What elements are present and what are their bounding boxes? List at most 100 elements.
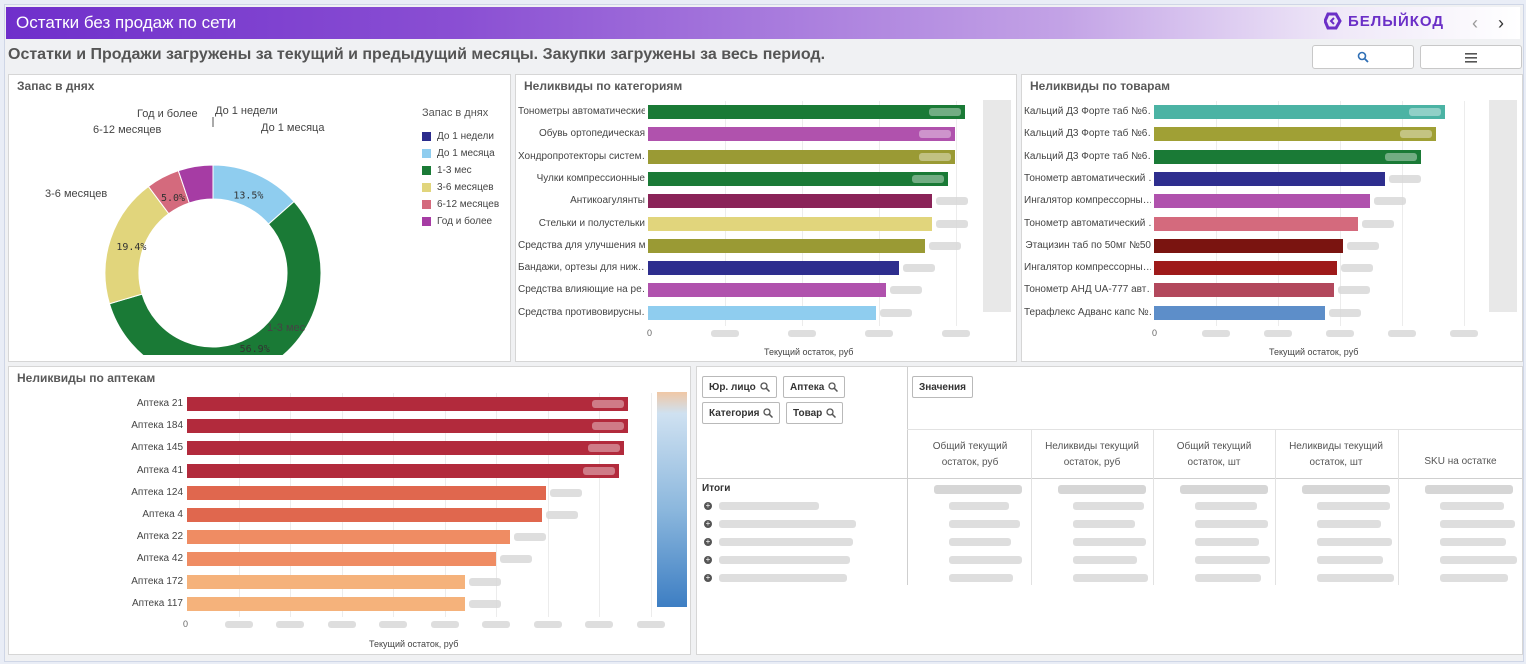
bar[interactable] <box>648 216 932 231</box>
legend-item[interactable]: 1-3 мес <box>422 162 499 179</box>
search-button[interactable] <box>1312 45 1414 69</box>
bar[interactable] <box>187 419 628 434</box>
donut-outer-label: Год и более <box>137 108 198 120</box>
donut-outer-label: 6-12 месяцев <box>93 124 162 136</box>
gridline <box>725 101 726 326</box>
bar[interactable] <box>1154 127 1436 142</box>
bar[interactable] <box>648 283 886 298</box>
goods-axis-zero: 0 <box>1152 328 1158 338</box>
bar[interactable] <box>648 238 925 253</box>
axis-tick-label <box>431 621 459 628</box>
bar[interactable] <box>187 508 542 522</box>
bar-value-label <box>929 108 961 116</box>
pivot-cell-value <box>1440 556 1517 564</box>
bar[interactable] <box>1154 305 1325 320</box>
pivot-cell-value <box>1195 574 1261 582</box>
bar[interactable] <box>1154 194 1370 209</box>
legend-swatch <box>422 183 431 192</box>
bar[interactable] <box>648 127 955 142</box>
col-header-sku[interactable]: SKU на остатке <box>1424 456 1497 467</box>
bar-value-label <box>936 197 968 206</box>
bar[interactable] <box>648 305 876 320</box>
axis-tick-label <box>585 621 613 628</box>
bar[interactable] <box>187 530 510 545</box>
bar[interactable] <box>648 194 932 209</box>
bar[interactable] <box>187 463 619 478</box>
donut-pct-label: 19.4% <box>116 242 146 253</box>
bar[interactable] <box>1154 171 1385 186</box>
bar-value-label <box>550 488 582 497</box>
bar-category-label: Аптека 172 <box>131 575 183 587</box>
pivot-panel: Юр. лицо Аптека Категория Товар Значения… <box>696 366 1523 655</box>
pivot-cell-value <box>949 556 1022 564</box>
filter-category[interactable]: Категория <box>702 402 781 424</box>
bar-value-label <box>1362 219 1394 228</box>
stock-days-panel: Запас в днях 13.5% 56.9% 19.4% 5.0% До 1 нед… <box>8 74 511 362</box>
bar-value-label <box>592 422 624 431</box>
col-divider <box>1153 429 1154 585</box>
legend-item[interactable]: Год и более <box>422 213 499 230</box>
bar[interactable] <box>187 596 465 611</box>
gridline <box>342 393 343 617</box>
prev-sheet-button[interactable]: ‹ <box>1472 13 1478 33</box>
bar[interactable] <box>1154 238 1343 253</box>
bar[interactable] <box>648 171 948 186</box>
legend-item[interactable]: 6-12 месяцев <box>422 196 499 213</box>
filter-product[interactable]: Товар <box>786 402 844 424</box>
bar[interactable] <box>1154 261 1337 276</box>
bar[interactable] <box>648 105 965 119</box>
stock-days-donut[interactable]: 13.5% 56.9% 19.4% 5.0% До 1 недели До 1 месяц… <box>9 75 409 355</box>
search-icon <box>760 382 770 392</box>
bar-value-label <box>500 555 532 564</box>
bar[interactable] <box>1154 216 1358 231</box>
col-header-total-pcs[interactable]: Общий текущий остаток, шт <box>1176 441 1252 468</box>
bar[interactable] <box>187 485 546 500</box>
plus-circle-icon[interactable]: + <box>704 573 712 582</box>
bar-value-label <box>1338 286 1370 295</box>
pivot-cell-value <box>1073 538 1146 546</box>
bar-category-label: Аптека 124 <box>131 486 183 498</box>
bar[interactable] <box>1154 283 1334 298</box>
pivot-cell-value <box>1073 556 1137 564</box>
bar-category-label: Ингалятор компрессорны… <box>1024 195 1151 207</box>
bar[interactable] <box>1154 105 1445 119</box>
hamburger-icon <box>1465 52 1477 63</box>
plus-circle-icon[interactable]: + <box>704 501 712 510</box>
donut-slice[interactable] <box>108 200 322 355</box>
bar[interactable] <box>648 149 955 164</box>
filter-pharmacy[interactable]: Аптека <box>783 376 846 398</box>
bar[interactable] <box>187 552 496 567</box>
filter-legal-entity-label: Юр. лицо <box>709 381 756 393</box>
legend-label: До 1 месяца <box>437 148 495 159</box>
bar[interactable] <box>187 574 465 589</box>
next-sheet-button[interactable]: › <box>1498 13 1504 33</box>
pharmacies-minichart[interactable] <box>657 392 687 607</box>
plus-circle-icon[interactable]: + <box>704 519 712 528</box>
bar[interactable] <box>187 441 624 456</box>
bar[interactable] <box>1154 149 1421 164</box>
legend-item[interactable]: До 1 недели <box>422 128 499 145</box>
goods-title: Неликвиды по товарам <box>1030 79 1171 93</box>
legend-item[interactable]: До 1 месяца <box>422 145 499 162</box>
goods-minichart[interactable] <box>1489 100 1517 312</box>
bar[interactable] <box>648 261 899 276</box>
donut-slice[interactable] <box>177 164 214 204</box>
filter-legal-entity[interactable]: Юр. лицо <box>702 376 777 398</box>
bar[interactable] <box>187 397 628 411</box>
bar-category-label: Аптека 21 <box>136 398 183 409</box>
pivot-header-divider <box>907 429 1522 430</box>
col-header-illiquid-rub[interactable]: Неликвиды текущий остаток, руб <box>1045 441 1139 468</box>
pivot-cell-value <box>1440 520 1515 528</box>
values-dimension-chip[interactable]: Значения <box>912 376 974 398</box>
axis-tick-label <box>1450 330 1478 337</box>
col-header-illiquid-pcs[interactable]: Неликвиды текущий остаток, шт <box>1289 441 1383 468</box>
col-header-total-rub[interactable]: Общий текущий остаток, руб <box>932 441 1008 468</box>
categories-minichart[interactable] <box>983 100 1011 312</box>
col-divider <box>1398 429 1399 585</box>
plus-circle-icon[interactable]: + <box>704 555 712 564</box>
legend-item[interactable]: 3-6 месяцев <box>422 179 499 196</box>
plus-circle-icon[interactable]: + <box>704 537 712 546</box>
menu-button[interactable] <box>1420 45 1522 69</box>
bar-value-label <box>1385 152 1417 161</box>
categories-panel: Неликвиды по категориям Тонометры автома… <box>515 74 1017 362</box>
